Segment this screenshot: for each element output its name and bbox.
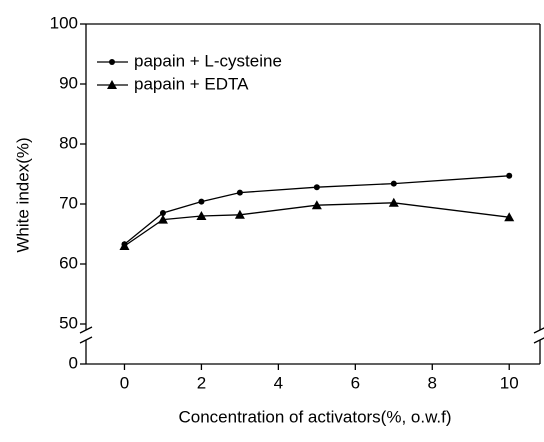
marker <box>388 197 399 207</box>
y-tick-label: 0 <box>69 353 78 372</box>
marker <box>107 80 117 89</box>
x-tick-label: 0 <box>120 373 129 392</box>
marker <box>390 180 397 187</box>
x-tick-label: 10 <box>500 373 519 392</box>
x-axis-title: Concentration of activators(%, o.w.f) <box>178 407 451 426</box>
axis-break <box>533 337 544 344</box>
legend-label: papain + EDTA <box>134 74 249 93</box>
series-line <box>124 202 510 247</box>
x-tick-label: 4 <box>274 373 283 392</box>
marker <box>157 214 168 224</box>
marker <box>313 184 320 191</box>
marker <box>234 209 245 219</box>
marker <box>198 198 205 205</box>
y-tick-label: 50 <box>59 313 78 332</box>
x-tick-label: 8 <box>428 373 437 392</box>
legend-label: papain + L-cysteine <box>134 51 282 70</box>
marker <box>119 241 130 250</box>
marker <box>506 172 513 179</box>
axis-break <box>79 326 93 334</box>
y-tick-label: 100 <box>50 13 78 32</box>
marker <box>311 200 322 210</box>
y-tick-label: 90 <box>59 73 78 92</box>
axis-break <box>533 327 544 334</box>
y-tick-label: 60 <box>59 253 78 272</box>
axis-break <box>79 336 93 344</box>
y-axis-title: White index(%) <box>13 137 32 252</box>
x-tick-label: 2 <box>197 373 206 392</box>
marker <box>504 212 515 222</box>
y-tick-label: 70 <box>59 193 78 212</box>
x-tick-label: 6 <box>351 373 360 392</box>
marker <box>236 189 243 196</box>
marker <box>196 211 207 220</box>
y-tick-label: 80 <box>59 133 78 152</box>
marker <box>109 59 115 65</box>
marker <box>159 210 166 216</box>
